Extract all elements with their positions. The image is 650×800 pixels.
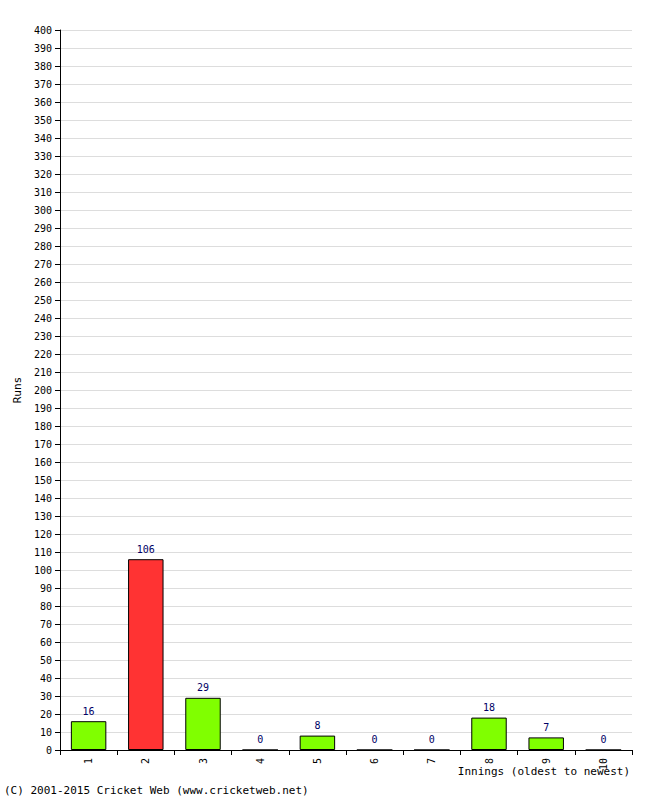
svg-text:8: 8 — [484, 758, 495, 764]
svg-text:70: 70 — [40, 619, 52, 630]
svg-text:360: 360 — [34, 97, 52, 108]
svg-text:270: 270 — [34, 259, 52, 270]
svg-text:170: 170 — [34, 439, 52, 450]
svg-text:(C) 2001-2015 Cricket Web (www: (C) 2001-2015 Cricket Web (www.cricketwe… — [4, 784, 309, 797]
svg-text:380: 380 — [34, 61, 52, 72]
svg-text:210: 210 — [34, 367, 52, 378]
svg-text:29: 29 — [197, 682, 209, 693]
svg-text:400: 400 — [34, 25, 52, 36]
svg-text:9: 9 — [541, 758, 552, 764]
svg-text:320: 320 — [34, 169, 52, 180]
svg-text:Runs: Runs — [11, 377, 24, 404]
svg-text:2: 2 — [140, 758, 151, 764]
svg-text:30: 30 — [40, 691, 52, 702]
svg-text:60: 60 — [40, 637, 52, 648]
svg-text:5: 5 — [312, 758, 323, 764]
svg-text:18: 18 — [483, 702, 495, 713]
svg-text:Innings (oldest to newest): Innings (oldest to newest) — [457, 765, 630, 778]
svg-text:390: 390 — [34, 43, 52, 54]
svg-text:0: 0 — [600, 734, 606, 745]
svg-text:350: 350 — [34, 115, 52, 126]
svg-text:8: 8 — [314, 720, 320, 731]
svg-text:40: 40 — [40, 673, 52, 684]
svg-text:7: 7 — [543, 722, 549, 733]
svg-text:110: 110 — [34, 547, 52, 558]
svg-text:280: 280 — [34, 241, 52, 252]
svg-text:230: 230 — [34, 331, 52, 342]
svg-text:200: 200 — [34, 385, 52, 396]
svg-text:150: 150 — [34, 475, 52, 486]
svg-text:260: 260 — [34, 277, 52, 288]
svg-text:100: 100 — [34, 565, 52, 576]
svg-text:20: 20 — [40, 709, 52, 720]
svg-text:120: 120 — [34, 529, 52, 540]
svg-text:10: 10 — [598, 758, 609, 770]
svg-text:370: 370 — [34, 79, 52, 90]
svg-text:106: 106 — [137, 544, 155, 555]
svg-text:4: 4 — [255, 758, 266, 764]
svg-text:3: 3 — [198, 758, 209, 764]
svg-text:180: 180 — [34, 421, 52, 432]
svg-text:7: 7 — [426, 758, 437, 764]
svg-text:330: 330 — [34, 151, 52, 162]
svg-text:130: 130 — [34, 511, 52, 522]
svg-text:16: 16 — [83, 706, 95, 717]
svg-text:0: 0 — [46, 745, 52, 756]
svg-text:300: 300 — [34, 205, 52, 216]
svg-text:220: 220 — [34, 349, 52, 360]
svg-text:160: 160 — [34, 457, 52, 468]
svg-text:1: 1 — [83, 758, 94, 764]
svg-text:140: 140 — [34, 493, 52, 504]
svg-text:190: 190 — [34, 403, 52, 414]
svg-text:340: 340 — [34, 133, 52, 144]
svg-text:0: 0 — [372, 734, 378, 745]
svg-text:310: 310 — [34, 187, 52, 198]
svg-text:80: 80 — [40, 601, 52, 612]
svg-text:50: 50 — [40, 655, 52, 666]
svg-text:250: 250 — [34, 295, 52, 306]
svg-text:90: 90 — [40, 583, 52, 594]
svg-text:10: 10 — [40, 727, 52, 738]
svg-text:0: 0 — [257, 734, 263, 745]
svg-text:240: 240 — [34, 313, 52, 324]
svg-text:6: 6 — [369, 758, 380, 764]
svg-text:0: 0 — [429, 734, 435, 745]
svg-text:290: 290 — [34, 223, 52, 234]
